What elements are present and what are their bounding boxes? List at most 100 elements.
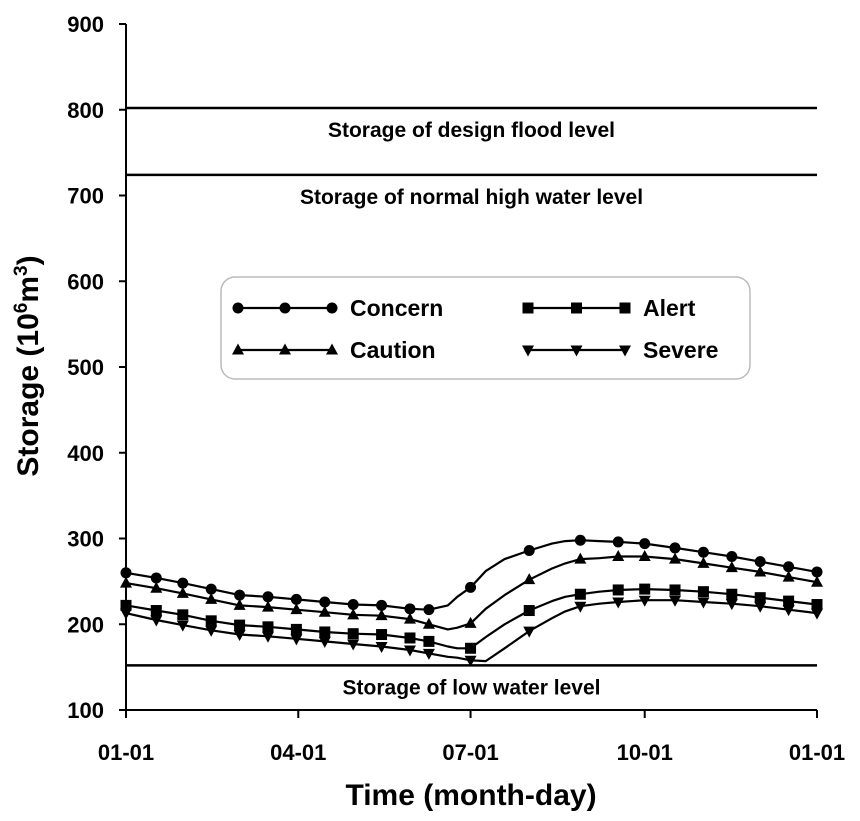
- legend-swatch-marker: [619, 345, 631, 357]
- data-point-caution: [422, 617, 435, 629]
- data-point-caution: [290, 603, 303, 615]
- y-tick-label: 700: [67, 184, 104, 209]
- data-point-caution: [347, 608, 360, 620]
- data-point-caution: [574, 552, 587, 564]
- data-point-alert: [783, 595, 795, 607]
- data-point-concern: [319, 596, 331, 608]
- data-point-caution: [754, 565, 767, 577]
- data-point-concern: [726, 551, 738, 563]
- y-tick-label: 300: [67, 527, 104, 552]
- legend-label: Severe: [643, 337, 718, 363]
- y-tick-label: 900: [67, 12, 104, 37]
- data-point-concern: [811, 566, 823, 578]
- data-point-alert: [177, 609, 189, 621]
- data-point-concern: [347, 599, 359, 611]
- data-point-alert: [120, 599, 132, 611]
- data-point-alert: [205, 615, 217, 627]
- legend-item-caution: Caution: [232, 337, 436, 363]
- data-point-caution: [318, 605, 331, 617]
- data-point-concern: [150, 572, 162, 584]
- data-point-alert: [612, 584, 624, 596]
- series-alert: [120, 583, 823, 654]
- data-point-concern: [697, 546, 709, 558]
- legend-label: Alert: [643, 295, 696, 321]
- legend-swatch-marker: [232, 302, 244, 314]
- data-point-alert: [574, 588, 586, 600]
- data-point-severe: [612, 597, 625, 609]
- data-point-severe: [403, 645, 416, 657]
- y-tick-label: 500: [67, 355, 104, 380]
- data-point-alert: [465, 642, 477, 654]
- legend-label: Caution: [350, 337, 436, 363]
- data-point-severe: [725, 599, 738, 611]
- legend-label: Concern: [350, 295, 443, 321]
- legend-box: [220, 276, 751, 380]
- legend-swatch-marker: [326, 302, 338, 314]
- series-layer: [120, 534, 823, 667]
- data-point-severe: [697, 597, 710, 609]
- data-point-caution: [782, 570, 795, 582]
- data-point-alert: [669, 584, 681, 596]
- x-axis-title: Time (month-day): [345, 779, 596, 812]
- data-point-concern: [290, 593, 302, 605]
- data-point-caution: [523, 573, 536, 585]
- data-point-severe: [205, 625, 218, 637]
- data-point-alert: [150, 605, 162, 617]
- data-point-concern: [465, 581, 477, 593]
- data-point-alert: [811, 599, 823, 611]
- data-point-severe: [233, 630, 246, 642]
- data-point-caution: [233, 598, 246, 610]
- data-point-concern: [523, 545, 535, 557]
- axes: 100 200 300 400 500 600 700 800 900 01-01 04-01 07-…: [67, 12, 845, 765]
- data-point-alert: [639, 583, 651, 595]
- data-point-caution: [725, 561, 738, 573]
- reference-lines: Storage of design flood level Storage of …: [126, 106, 817, 699]
- data-point-concern: [234, 589, 246, 601]
- data-point-caution: [261, 600, 274, 612]
- data-point-severe: [290, 634, 303, 646]
- series-caution: [120, 550, 823, 631]
- data-point-severe: [574, 601, 587, 613]
- y-axis-title-sup2: 3: [11, 265, 32, 276]
- data-point-caution: [669, 552, 682, 564]
- legend-swatch-marker: [570, 345, 583, 357]
- data-point-alert: [423, 635, 435, 647]
- legend-swatch-marker: [279, 302, 291, 314]
- data-point-caution: [697, 556, 710, 568]
- data-point-caution: [612, 550, 625, 562]
- data-point-concern: [120, 567, 132, 579]
- y-axis-title-suffix: ): [12, 255, 45, 265]
- data-point-concern: [612, 536, 624, 548]
- y-axis-title-mid: m: [12, 276, 45, 303]
- x-tick-label: 01-01: [789, 740, 845, 765]
- data-point-concern: [754, 556, 766, 568]
- data-point-concern: [177, 577, 189, 589]
- data-point-concern: [574, 534, 586, 546]
- data-point-severe: [150, 615, 163, 627]
- data-point-alert: [376, 629, 388, 641]
- series-concern: [120, 534, 823, 616]
- data-point-caution: [150, 581, 163, 593]
- data-point-severe: [176, 620, 189, 632]
- x-tick-label: 01-01: [98, 740, 154, 765]
- data-point-concern: [262, 591, 274, 603]
- legend-swatch-marker: [326, 343, 338, 355]
- data-point-severe: [261, 631, 274, 643]
- data-point-caution: [375, 609, 388, 621]
- data-point-concern: [639, 538, 651, 550]
- x-tick-label: 10-01: [617, 740, 673, 765]
- data-point-severe: [375, 642, 388, 654]
- legend-swatch-marker: [571, 302, 582, 314]
- data-point-severe: [422, 648, 435, 660]
- data-point-caution: [176, 586, 189, 598]
- y-tick-label: 400: [67, 441, 104, 466]
- legend-item-alert: Alert: [522, 295, 696, 321]
- data-point-alert: [290, 623, 302, 635]
- series-line-caution: [125, 555, 818, 631]
- data-point-alert: [697, 586, 709, 598]
- y-tick-label: 100: [67, 698, 104, 723]
- data-point-severe: [347, 639, 360, 651]
- data-point-caution: [811, 575, 823, 587]
- data-point-severe: [669, 595, 682, 607]
- series-line-severe: [125, 599, 818, 663]
